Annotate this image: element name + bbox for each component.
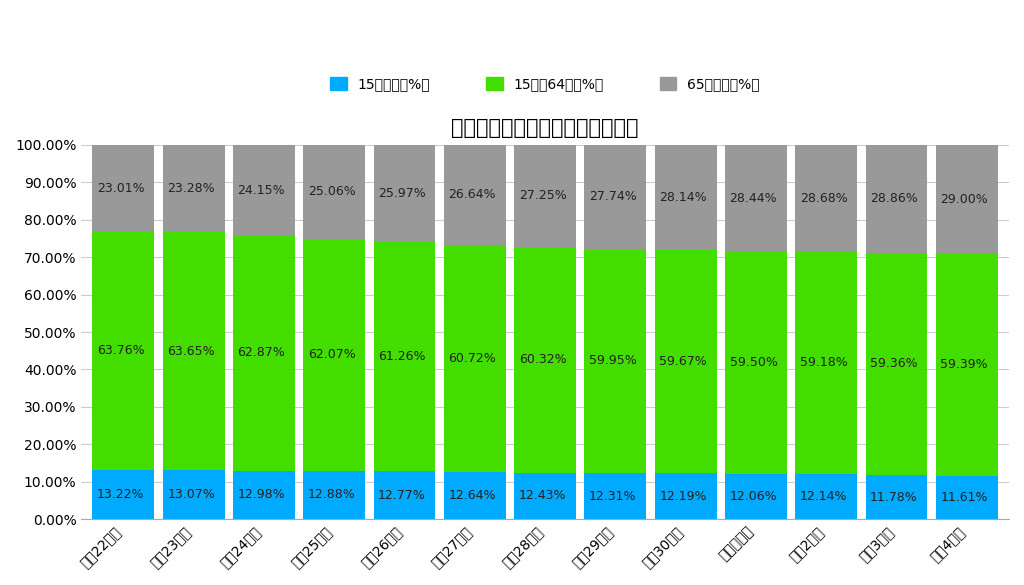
- Text: 62.87%: 62.87%: [238, 346, 286, 359]
- Bar: [374, 472, 435, 519]
- Text: 28.86%: 28.86%: [870, 192, 918, 205]
- Text: 25.97%: 25.97%: [378, 187, 426, 200]
- Bar: [444, 145, 506, 245]
- Bar: [936, 476, 997, 519]
- Bar: [585, 145, 646, 249]
- Bar: [303, 145, 366, 239]
- Text: 12.77%: 12.77%: [378, 488, 426, 502]
- Text: 28.44%: 28.44%: [729, 192, 777, 205]
- Bar: [514, 145, 577, 247]
- Bar: [936, 253, 997, 476]
- Bar: [163, 470, 224, 519]
- Text: 23.01%: 23.01%: [97, 181, 144, 195]
- Text: 60.32%: 60.32%: [519, 353, 566, 366]
- Bar: [444, 472, 506, 519]
- Text: 59.67%: 59.67%: [659, 355, 707, 369]
- Bar: [92, 470, 155, 519]
- Text: 12.14%: 12.14%: [800, 490, 847, 503]
- Bar: [303, 471, 366, 519]
- Text: 59.36%: 59.36%: [870, 357, 918, 370]
- Text: 27.25%: 27.25%: [519, 190, 566, 202]
- Bar: [936, 145, 997, 253]
- Bar: [444, 245, 506, 472]
- Bar: [585, 473, 646, 519]
- Bar: [796, 474, 857, 519]
- Text: 59.50%: 59.50%: [729, 356, 777, 369]
- Text: 62.07%: 62.07%: [308, 348, 355, 362]
- Text: 59.95%: 59.95%: [589, 355, 637, 367]
- Text: 63.76%: 63.76%: [97, 344, 144, 357]
- Text: 29.00%: 29.00%: [940, 192, 988, 206]
- Text: 12.64%: 12.64%: [449, 489, 496, 502]
- Bar: [865, 475, 928, 519]
- Bar: [654, 473, 717, 519]
- Text: 63.65%: 63.65%: [167, 345, 215, 357]
- Bar: [865, 253, 928, 475]
- Text: 25.06%: 25.06%: [308, 185, 355, 198]
- Bar: [654, 250, 717, 473]
- Text: 11.78%: 11.78%: [870, 491, 918, 504]
- Text: 12.31%: 12.31%: [589, 490, 637, 503]
- Text: 59.18%: 59.18%: [800, 356, 848, 370]
- Bar: [92, 231, 155, 470]
- Text: 13.07%: 13.07%: [167, 488, 215, 501]
- Bar: [514, 473, 577, 519]
- Bar: [865, 145, 928, 253]
- Bar: [585, 249, 646, 473]
- Bar: [92, 145, 155, 231]
- Text: 12.88%: 12.88%: [308, 488, 355, 501]
- Bar: [374, 242, 435, 472]
- Text: 12.06%: 12.06%: [729, 490, 777, 503]
- Bar: [796, 252, 857, 474]
- Text: 26.64%: 26.64%: [449, 188, 496, 201]
- Text: 61.26%: 61.26%: [378, 350, 426, 363]
- Bar: [233, 235, 295, 470]
- Text: 28.14%: 28.14%: [659, 191, 707, 204]
- Bar: [233, 470, 295, 519]
- Title: 日本の人口の年齢層別割合の推移: 日本の人口の年齢層別割合の推移: [452, 118, 639, 138]
- Text: 28.68%: 28.68%: [800, 192, 848, 205]
- Text: 23.28%: 23.28%: [167, 182, 215, 195]
- Text: 11.61%: 11.61%: [940, 491, 988, 504]
- Bar: [163, 145, 224, 232]
- Bar: [725, 145, 786, 252]
- Bar: [725, 252, 786, 474]
- Text: 59.39%: 59.39%: [940, 358, 988, 371]
- Text: 60.72%: 60.72%: [449, 352, 497, 364]
- Bar: [233, 145, 295, 235]
- Text: 12.98%: 12.98%: [238, 488, 285, 501]
- Bar: [514, 247, 577, 473]
- Legend: 15歳未満（%）, 15歳～64歳（%）, 65歳以上（%）: 15歳未満（%）, 15歳～64歳（%）, 65歳以上（%）: [330, 77, 760, 91]
- Bar: [303, 239, 366, 471]
- Text: 13.22%: 13.22%: [97, 488, 144, 501]
- Bar: [374, 145, 435, 242]
- Text: 24.15%: 24.15%: [238, 184, 285, 197]
- Text: 12.19%: 12.19%: [659, 490, 707, 503]
- Bar: [796, 145, 857, 252]
- Bar: [654, 145, 717, 250]
- Text: 12.43%: 12.43%: [519, 489, 566, 503]
- Bar: [163, 232, 224, 470]
- Text: 27.74%: 27.74%: [589, 190, 637, 204]
- Bar: [725, 474, 786, 519]
